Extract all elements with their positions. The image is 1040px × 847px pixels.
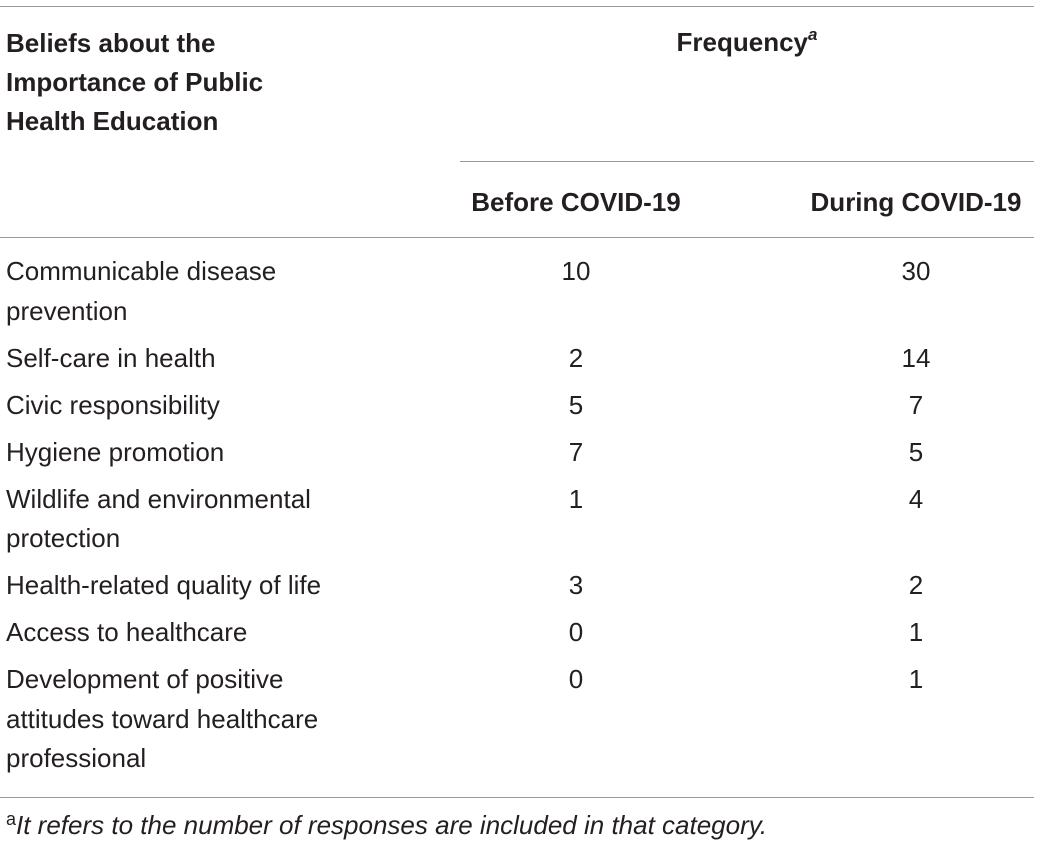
value-during: 7 — [908, 389, 924, 420]
value-before: 0 — [568, 617, 584, 647]
value-during: 30 — [901, 256, 931, 286]
stub-header: Beliefs about the Importance of Public H… — [6, 28, 264, 136]
table-body: Communicable disease prevention 10 30 Se… — [0, 252, 1034, 779]
value-before: 10 — [561, 256, 591, 286]
frequency-label: Frequency — [676, 27, 809, 57]
value-during: 2 — [908, 570, 924, 600]
header-bottom-rule — [0, 237, 1034, 238]
table-row: Self-care in health 2 14 — [0, 339, 1034, 379]
frequency-spanner-header: Frequencya — [460, 26, 1034, 58]
row-label: Wildlife and environmental protection — [6, 483, 311, 554]
table-row: Access to healthcare 0 1 — [0, 613, 1034, 653]
row-label: Communicable disease prevention — [6, 256, 277, 326]
table-row: Wildlife and environmental protection 1 … — [0, 480, 1034, 559]
value-before: 0 — [568, 664, 584, 694]
table-row: Communicable disease prevention 10 30 — [0, 252, 1034, 331]
value-during: 4 — [908, 483, 924, 514]
value-during: 14 — [901, 342, 931, 373]
row-label: Access to healthcare — [6, 617, 248, 647]
table-row: Development of positive attitudes toward… — [0, 660, 1034, 779]
footnote-text: It refers to the number of responses are… — [16, 810, 768, 840]
table-footnote: aIt refers to the number of responses ar… — [6, 808, 767, 842]
value-before: 1 — [568, 483, 584, 514]
column-header-before: Before COVID-19 — [471, 187, 681, 217]
value-before: 2 — [568, 342, 584, 373]
table-row: Civic responsibility 5 7 — [0, 386, 1034, 426]
value-during: 5 — [908, 436, 924, 467]
footnote-marker: a — [808, 25, 818, 44]
footnote-marker: a — [6, 809, 17, 829]
row-label: Civic responsibility — [6, 389, 220, 420]
value-during: 1 — [908, 617, 924, 647]
row-label: Hygiene promotion — [6, 436, 225, 467]
row-label: Health-related quality of life — [6, 570, 322, 600]
table-bottom-rule — [0, 797, 1034, 798]
row-label: Development of positive attitudes toward… — [6, 664, 319, 773]
value-before: 5 — [568, 389, 584, 420]
value-during: 1 — [908, 664, 924, 694]
spanner-rule — [460, 161, 1034, 162]
table-row: Hygiene promotion 7 5 — [0, 433, 1034, 473]
row-label: Self-care in health — [6, 342, 216, 373]
column-header-during: During COVID-19 — [810, 187, 1022, 217]
table-row: Health-related quality of life 3 2 — [0, 566, 1034, 606]
value-before: 7 — [568, 436, 584, 467]
value-before: 3 — [568, 570, 584, 600]
table-top-rule — [0, 6, 1034, 7]
